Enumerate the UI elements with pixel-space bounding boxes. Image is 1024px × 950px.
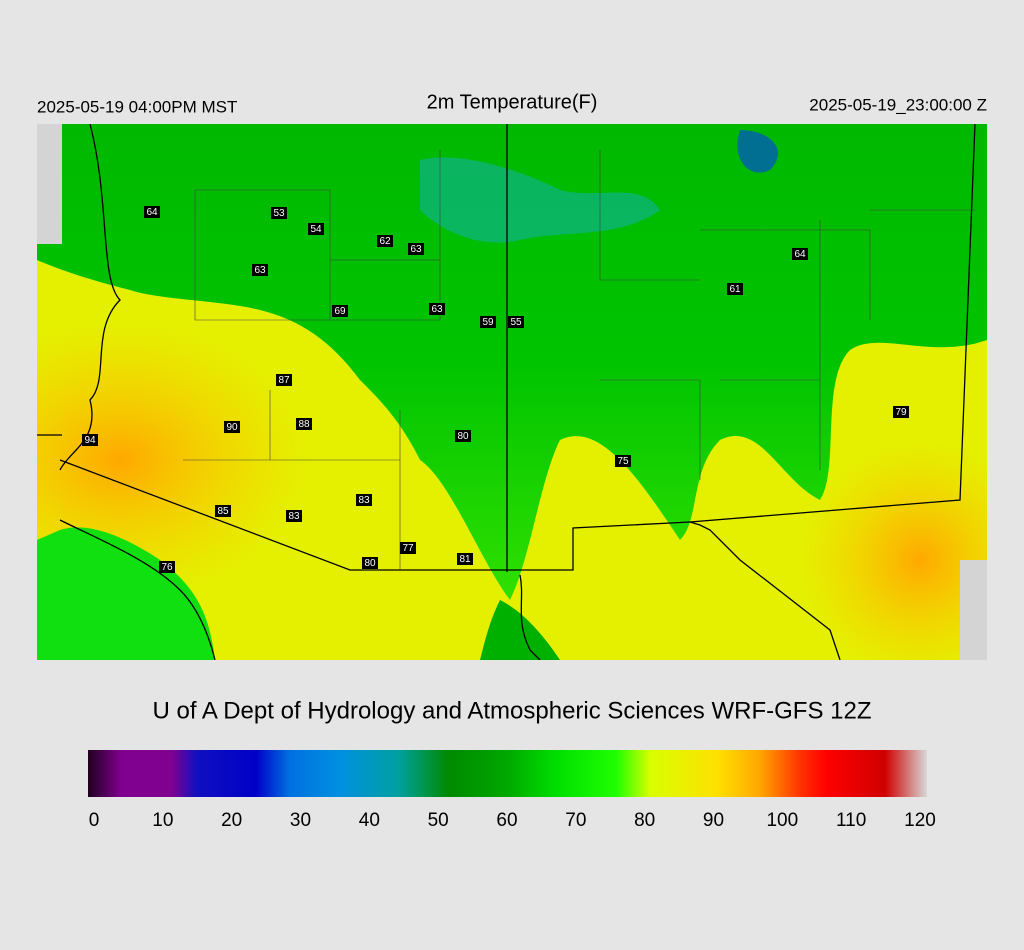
station-temperature: 83	[288, 511, 300, 522]
colorbar-tick-label: 70	[565, 810, 586, 831]
colorbar-tick-label: 90	[703, 810, 724, 831]
colorbar-tick-label: 10	[152, 810, 173, 831]
colorbar-tick-label: 30	[290, 810, 311, 831]
station-box	[893, 406, 909, 418]
colorbar-tick-label: 80	[634, 810, 655, 831]
station-temperature: 88	[298, 419, 310, 430]
station-box	[144, 206, 160, 218]
colorbar	[88, 750, 927, 797]
station-box	[252, 264, 268, 276]
station-box	[215, 505, 231, 517]
station-box	[400, 542, 416, 554]
station-temperature: 69	[334, 306, 346, 317]
station-temperature: 77	[402, 543, 414, 554]
station-box	[377, 235, 393, 247]
station-temperature: 83	[358, 495, 370, 506]
station-box	[457, 553, 473, 565]
station-temperature: 85	[217, 506, 229, 517]
station-temperature: 64	[794, 249, 806, 260]
station-box	[362, 557, 378, 569]
station-box	[408, 243, 424, 255]
temperature-map	[37, 124, 987, 660]
station-temperature: 59	[482, 317, 494, 328]
station-box	[727, 283, 743, 295]
station-box	[429, 303, 445, 315]
station-temperature: 94	[84, 435, 96, 446]
station-temperature: 54	[310, 224, 322, 235]
station-box	[332, 305, 348, 317]
station-temperature: 76	[161, 562, 173, 573]
colorbar-tick-label: 40	[359, 810, 380, 831]
valid-utc-time: 2025-05-19_23:00:00 Z	[809, 95, 987, 114]
station-box	[455, 430, 471, 442]
station-box	[792, 248, 808, 260]
station-temperature: 62	[379, 236, 391, 247]
colorbar-tick-label: 20	[221, 810, 242, 831]
station-temperature: 63	[254, 265, 266, 276]
station-temperature: 80	[364, 558, 376, 569]
station-box	[296, 418, 312, 430]
station-box	[159, 561, 175, 573]
station-temperature: 75	[617, 456, 629, 467]
station-temperature: 87	[278, 375, 290, 386]
station-box	[356, 494, 372, 506]
station-box	[271, 207, 287, 219]
station-temperature: 81	[459, 554, 471, 565]
station-box	[615, 455, 631, 467]
station-box	[82, 434, 98, 446]
station-temperature: 63	[410, 244, 422, 255]
station-temperature: 53	[273, 208, 285, 219]
station-temperature: 55	[510, 317, 522, 328]
map-title: 2m Temperature(F)	[427, 91, 598, 113]
station-box	[276, 374, 292, 386]
station-temperature: 90	[226, 422, 238, 433]
colorbar-ticks: 0 10 20 30 40 50 60 70 80 90 100 110 120	[89, 810, 936, 831]
colorbar-tick-label: 110	[836, 810, 866, 831]
station-temperature: 61	[729, 284, 741, 295]
station-labels: 64 53 54 62 63 63 69 63 59 55 64 61 87 90 88 80 94 79 75 83…	[82, 206, 909, 573]
colorbar-tick-label: 120	[904, 810, 936, 831]
station-box	[224, 421, 240, 433]
station-temperature: 63	[431, 304, 443, 315]
valid-local-time: 2025-05-19 04:00PM MST	[37, 97, 237, 116]
station-box	[308, 223, 324, 235]
colorbar-tick-label: 100	[766, 810, 798, 831]
station-box	[480, 316, 496, 328]
station-temperature: 80	[457, 431, 469, 442]
colorbar-tick-label: 50	[428, 810, 449, 831]
station-temperature: 64	[146, 207, 158, 218]
station-temperature: 79	[895, 407, 907, 418]
credit-line: U of A Dept of Hydrology and Atmospheric…	[153, 697, 872, 724]
colorbar-tick-label: 0	[89, 810, 100, 831]
colorbar-tick-label: 60	[496, 810, 517, 831]
station-box	[286, 510, 302, 522]
station-box	[508, 316, 524, 328]
